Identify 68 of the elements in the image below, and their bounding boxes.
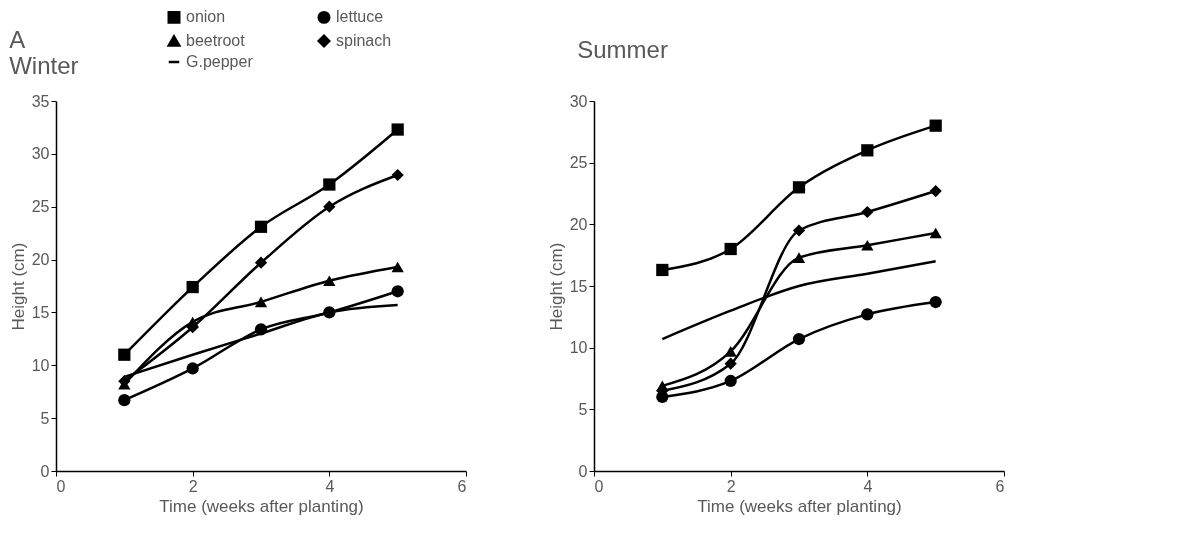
point bbox=[323, 178, 336, 191]
y-tick-label: 25 bbox=[31, 198, 50, 216]
point bbox=[861, 240, 874, 251]
point bbox=[254, 220, 268, 233]
point bbox=[724, 357, 737, 370]
legend-label: beetroot bbox=[186, 32, 246, 49]
point bbox=[656, 263, 669, 277]
point bbox=[323, 306, 336, 319]
point bbox=[724, 346, 737, 357]
point bbox=[929, 295, 942, 309]
point bbox=[929, 119, 942, 132]
point bbox=[792, 181, 806, 194]
y-tick-label: 35 bbox=[31, 92, 50, 110]
y-tick-label: 20 bbox=[31, 251, 50, 269]
y-tick-label: 5 bbox=[578, 400, 588, 418]
point bbox=[254, 256, 268, 269]
point bbox=[323, 200, 336, 213]
legend-label: lettuce bbox=[336, 8, 384, 26]
legend-label: onion bbox=[186, 8, 226, 26]
point bbox=[929, 184, 942, 198]
y-axis-title: Height (cm) bbox=[546, 242, 566, 331]
x-tick-label: 2 bbox=[726, 477, 736, 495]
point bbox=[186, 362, 199, 375]
x-tick-label: 0 bbox=[594, 477, 604, 495]
x-tick-label: 4 bbox=[863, 477, 873, 495]
chart-title: A bbox=[9, 26, 26, 53]
y-tick-label: 30 bbox=[569, 92, 588, 110]
point bbox=[323, 275, 336, 287]
x-tick-label: 6 bbox=[995, 477, 1005, 495]
point bbox=[391, 285, 404, 298]
y-tick-label: 10 bbox=[569, 339, 588, 357]
point bbox=[118, 348, 131, 361]
x-axis-title: Time (weeks after planting) bbox=[697, 496, 902, 516]
point bbox=[391, 168, 404, 182]
point bbox=[792, 252, 806, 263]
y-tick-label: 10 bbox=[31, 356, 50, 374]
y-tick-label: 0 bbox=[40, 462, 50, 480]
point bbox=[861, 308, 874, 321]
point bbox=[118, 394, 131, 407]
x-axis-title: Time (weeks after planting) bbox=[159, 496, 364, 516]
x-tick-label: 4 bbox=[325, 477, 335, 495]
x-tick-label: 0 bbox=[56, 477, 66, 495]
point bbox=[186, 280, 199, 294]
point bbox=[254, 323, 268, 336]
y-tick-label: 15 bbox=[31, 303, 50, 321]
legend-label: spinach bbox=[336, 32, 392, 49]
point bbox=[792, 224, 806, 237]
y-tick-label: 5 bbox=[40, 409, 50, 427]
point bbox=[254, 296, 268, 308]
x-tick-label: 2 bbox=[188, 477, 198, 495]
chart-subtitle: Winter bbox=[9, 52, 79, 79]
y-axis-title: Height (cm) bbox=[8, 242, 28, 331]
point bbox=[724, 374, 737, 388]
y-tick-label: 20 bbox=[569, 215, 588, 233]
y-tick-label: 25 bbox=[569, 154, 588, 172]
y-tick-label: 0 bbox=[578, 462, 588, 480]
y-tick-label: 15 bbox=[569, 277, 588, 295]
point bbox=[724, 242, 737, 256]
y-tick-label: 30 bbox=[31, 145, 50, 163]
point bbox=[929, 227, 942, 239]
point bbox=[861, 205, 874, 219]
point bbox=[391, 123, 404, 136]
chart-title: Summer bbox=[577, 36, 668, 63]
legend-label: G.pepper bbox=[186, 53, 254, 70]
x-tick-label: 6 bbox=[457, 477, 467, 495]
point bbox=[391, 261, 404, 273]
point bbox=[792, 332, 806, 346]
point bbox=[861, 144, 874, 157]
